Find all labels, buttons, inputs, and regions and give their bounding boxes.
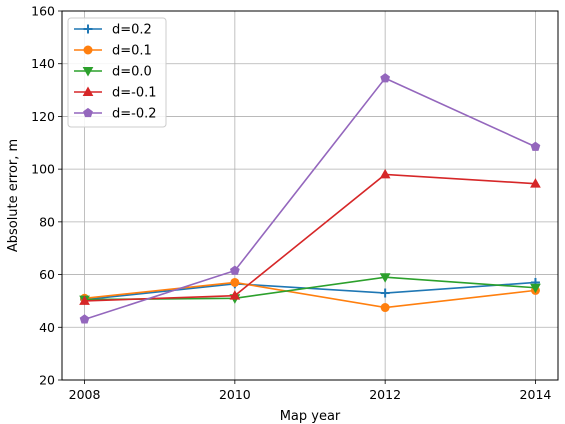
data-point <box>380 73 391 83</box>
data-point <box>229 265 240 275</box>
legend-label: d=-0.1 <box>112 86 157 101</box>
data-point <box>530 178 541 188</box>
legend: d=0.2 d=0.1 d=0.0 d=-0.1 d=-0.2 <box>67 17 167 128</box>
y-tick-label: 100 <box>31 162 55 177</box>
legend-label: d=-0.2 <box>112 107 157 122</box>
data-point <box>380 288 390 298</box>
data-point <box>380 303 390 313</box>
legend-marker <box>83 107 93 118</box>
x-tick-label: 2014 <box>520 387 552 402</box>
x-tick-label: 2010 <box>219 387 251 402</box>
series-path <box>84 173 536 302</box>
series-path <box>84 281 536 309</box>
y-tick-label: 40 <box>39 320 55 335</box>
legend-item: d=0.2 <box>74 23 152 38</box>
data-point <box>229 290 241 300</box>
legend-marker <box>83 24 93 34</box>
legend-label: d=0.1 <box>112 44 152 59</box>
series-line-d=-0.1 <box>79 168 541 305</box>
legend-item: d=-0.2 <box>74 107 157 122</box>
legend-marker <box>82 67 94 77</box>
data-point <box>230 277 240 287</box>
legend-marker <box>83 45 93 55</box>
data-point <box>379 168 391 179</box>
y-tick-label: 20 <box>39 373 55 388</box>
legend-item: d=-0.1 <box>74 86 157 101</box>
y-tick-label: 160 <box>31 4 55 19</box>
y-axis-title: Absolute error, m <box>6 139 21 252</box>
series-line-d=-0.2 <box>79 73 541 324</box>
y-tick-label: 60 <box>39 267 55 282</box>
series-path <box>84 276 536 301</box>
x-tick-label: 2012 <box>369 387 401 402</box>
series-group <box>79 73 541 324</box>
legend-label: d=0.2 <box>112 23 152 38</box>
y-tick-label: 80 <box>39 214 55 229</box>
legend-item: d=0.0 <box>74 65 152 80</box>
y-tick-label: 140 <box>31 56 55 71</box>
data-point <box>530 283 541 294</box>
data-point <box>530 141 541 151</box>
legend-label: d=0.0 <box>112 65 152 80</box>
legend-item: d=0.1 <box>74 44 152 59</box>
legend-marker <box>82 86 94 96</box>
y-axis: 20 40 60 80 100 120 140 160 <box>31 4 62 388</box>
plot-frame <box>61 10 559 381</box>
y-tick-label: 120 <box>31 109 55 124</box>
legend-box <box>67 17 167 128</box>
data-point <box>79 314 90 324</box>
data-point <box>79 295 90 305</box>
series-path <box>84 77 536 321</box>
x-tick-label: 2008 <box>69 387 101 402</box>
x-axis-title: Map year <box>280 409 341 424</box>
x-axis: 2008 2010 2012 2014 <box>69 380 552 402</box>
data-point <box>379 273 391 283</box>
